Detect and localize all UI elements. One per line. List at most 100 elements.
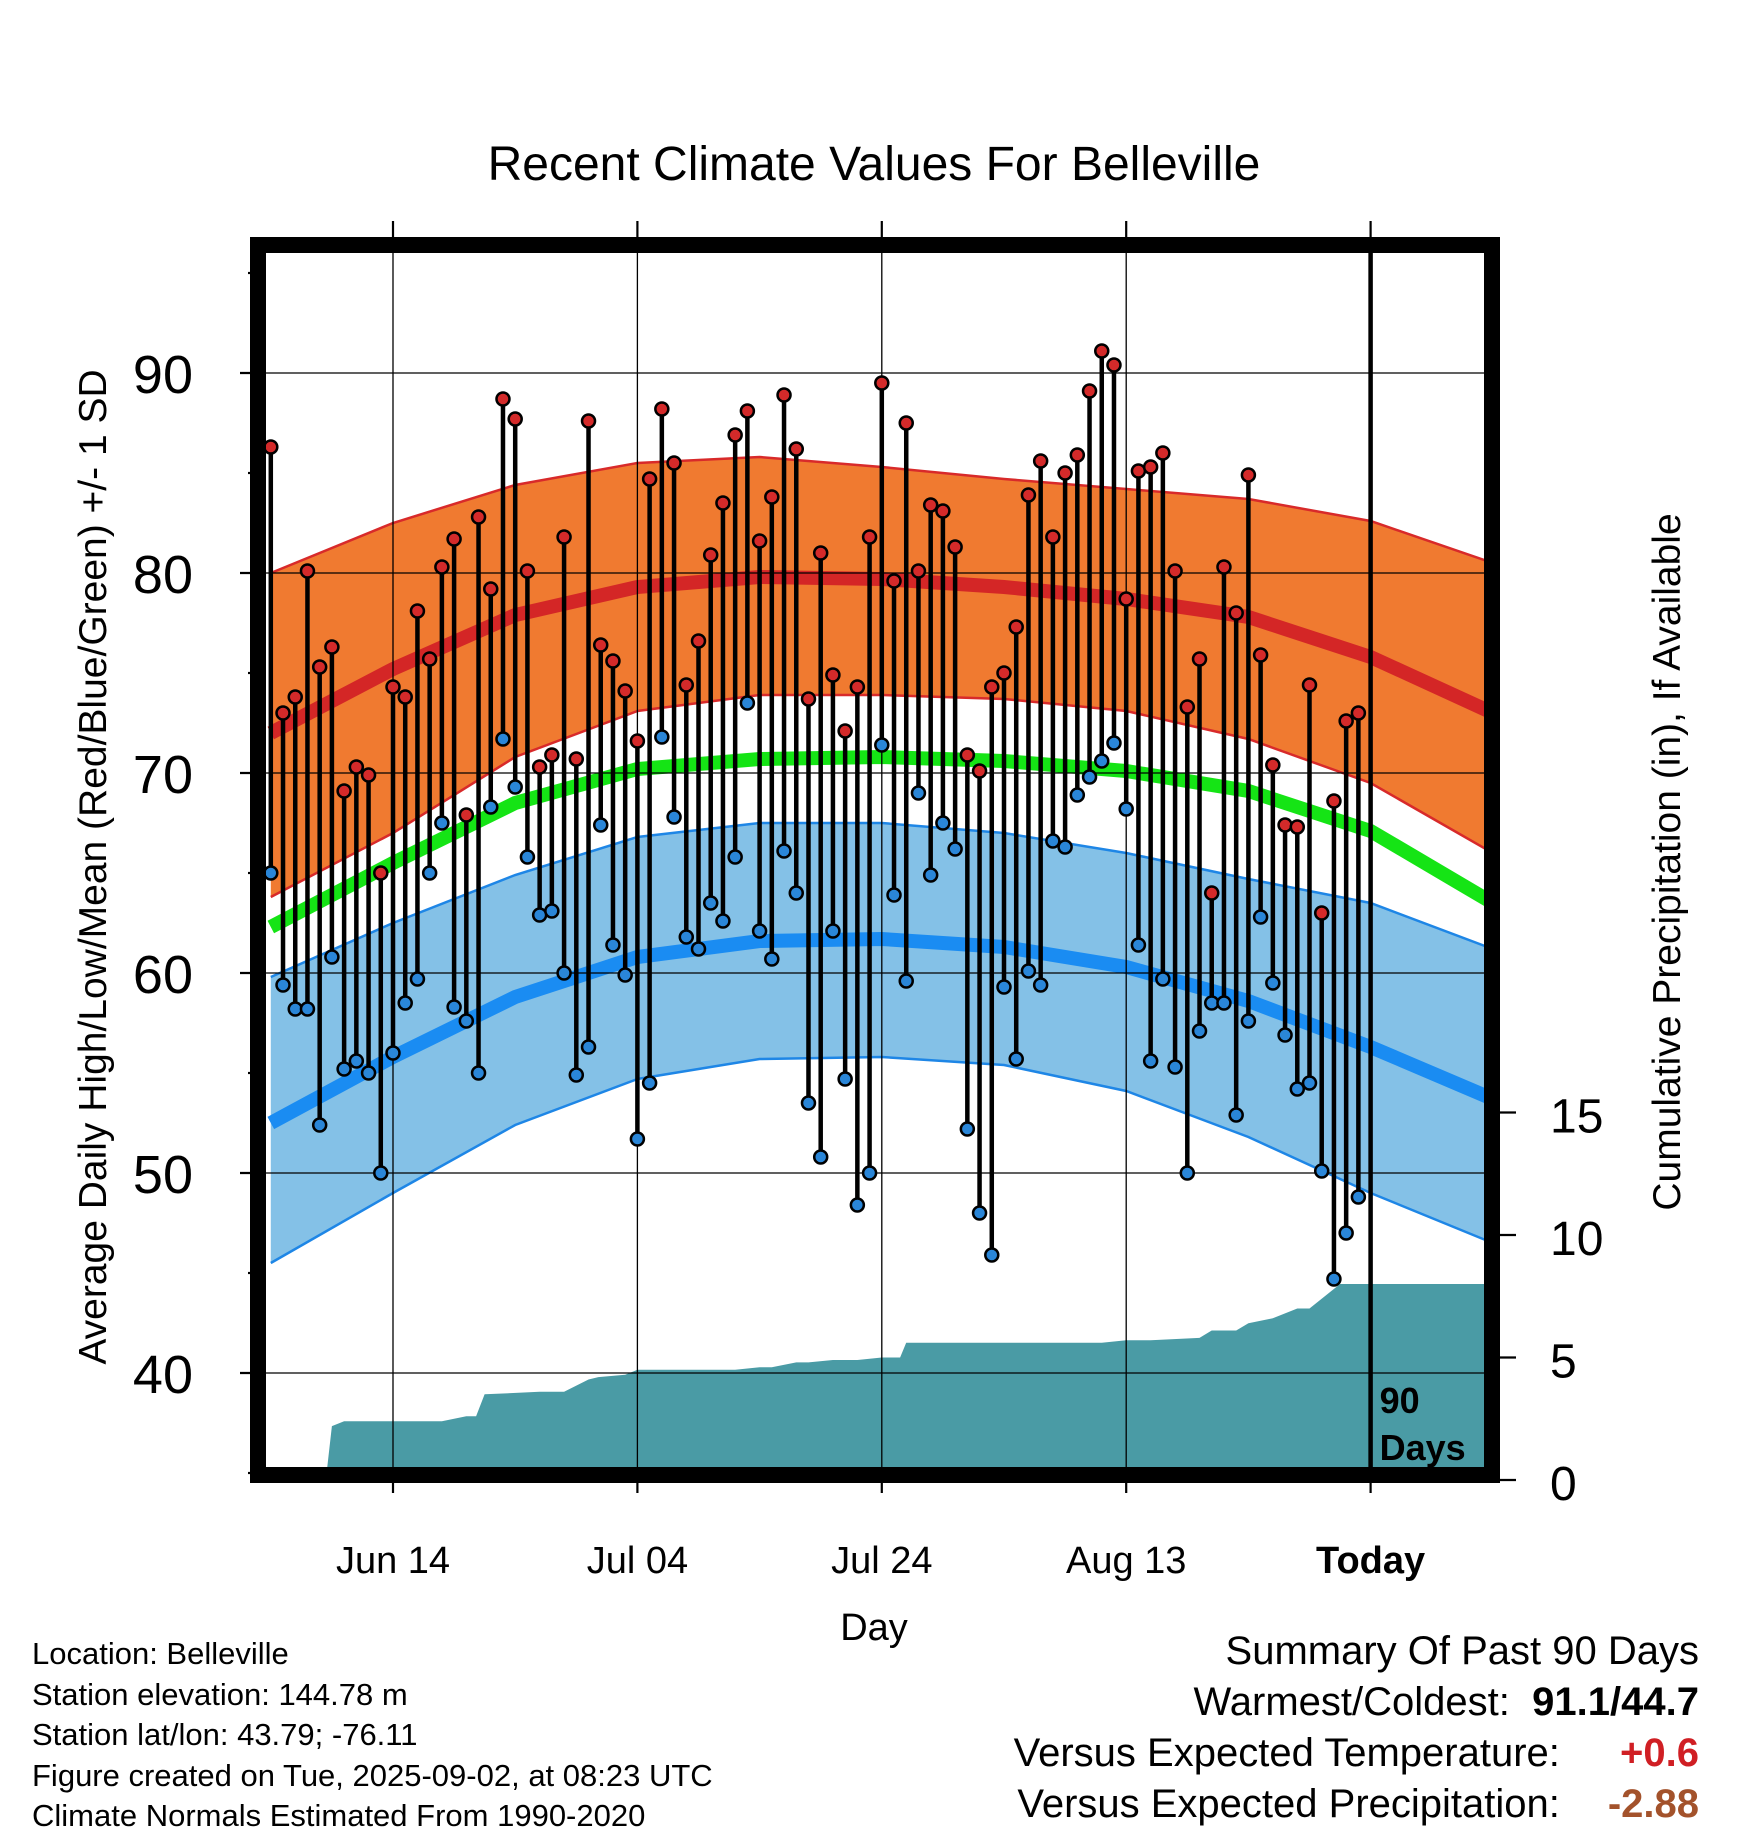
daily-low-point — [678, 929, 695, 945]
daily-low-point — [421, 865, 438, 881]
daily-low-point — [1265, 975, 1281, 991]
y2-tick-label: 15 — [1550, 1091, 1603, 1144]
daily-low-point — [495, 731, 511, 747]
daily-high-point — [1301, 677, 1318, 693]
daily-high-point — [812, 545, 829, 561]
summary-precipitation: Versus Expected Precipitation: -2.88 — [1014, 1779, 1699, 1830]
daily-high-point — [1350, 705, 1367, 721]
daily-low-point — [397, 995, 413, 1011]
daily-low-point — [1228, 1107, 1244, 1123]
daily-high-point — [1057, 465, 1073, 481]
daily-high-point — [1216, 559, 1232, 575]
daily-high-point — [690, 633, 707, 649]
daily-high-point — [1167, 563, 1183, 579]
daily-low-point — [1350, 1189, 1367, 1205]
daily-high-point — [470, 509, 487, 525]
daily-low-point — [1240, 1013, 1257, 1029]
daily-high-point — [861, 529, 878, 545]
daily-low-point — [544, 903, 560, 919]
daily-low-point — [874, 737, 890, 753]
x-axis-label: Day — [840, 1607, 908, 1649]
daily-high-point — [421, 651, 438, 667]
summary-temperature: Versus Expected Temperature: +0.6 — [1014, 1728, 1699, 1779]
daily-low-point — [324, 949, 340, 965]
daily-high-point — [1094, 343, 1110, 359]
daily-low-point — [446, 999, 462, 1015]
y2-axis-label: Cumulative Precipitation (in), If Availa… — [1646, 513, 1689, 1210]
daily-high-point — [629, 733, 646, 749]
daily-low-point — [727, 849, 743, 865]
daily-high-point — [360, 767, 377, 783]
y2-tick-label: 10 — [1550, 1213, 1603, 1266]
daily-low-point — [641, 1075, 658, 1091]
daily-low-point — [922, 867, 939, 883]
daily-low-point — [1313, 1163, 1330, 1179]
daily-high-point — [299, 563, 316, 579]
daily-low-point — [1167, 1059, 1183, 1075]
daily-low-point — [898, 973, 914, 989]
daily-high-point — [1338, 713, 1354, 729]
daily-high-point — [1240, 467, 1257, 483]
daily-low-point — [385, 1045, 401, 1061]
daily-high-point — [458, 807, 475, 823]
daily-low-point — [263, 865, 279, 881]
daily-low-point — [984, 1247, 1000, 1263]
daily-low-point — [1106, 735, 1122, 751]
daily-high-point — [446, 531, 462, 547]
precipitation-anomaly-value: -2.88 — [1607, 1782, 1699, 1826]
daily-high-point — [1118, 591, 1134, 607]
created-line: Figure created on Tue, 2025-09-02, at 08… — [32, 1757, 713, 1793]
plot-area — [258, 245, 1492, 1468]
daily-high-point — [849, 679, 866, 695]
daily-high-point — [348, 759, 365, 775]
elevation-line: Station elevation: 144.78 m — [32, 1676, 408, 1712]
daily-high-point — [654, 401, 670, 417]
daily-low-point — [1008, 1051, 1024, 1067]
x-tick-label: Aug 13 — [1066, 1540, 1186, 1582]
chart-title: Recent Climate Values For Belleville — [488, 138, 1261, 191]
daily-low-point — [971, 1205, 988, 1221]
daily-low-point — [519, 849, 536, 865]
daily-low-point — [1301, 1075, 1318, 1091]
daily-high-point — [409, 603, 426, 619]
daily-low-point — [629, 1131, 646, 1147]
daily-high-point — [947, 539, 963, 555]
daily-high-point — [592, 637, 609, 653]
daily-high-point — [1045, 529, 1061, 545]
daily-low-point — [849, 1197, 866, 1213]
daily-high-point — [922, 497, 939, 513]
daily-low-point — [947, 841, 963, 857]
daily-low-point — [910, 785, 927, 801]
daily-low-point — [959, 1121, 976, 1137]
daily-low-point — [654, 729, 670, 745]
daily-high-point — [702, 547, 719, 563]
y-tick-label: 70 — [133, 745, 193, 805]
daily-high-point — [959, 747, 976, 763]
normals-line: Climate Normals Estimated From 1990-2020 — [32, 1798, 646, 1833]
daily-low-point — [1155, 971, 1171, 987]
daily-low-point — [825, 923, 841, 939]
daily-low-point — [1057, 839, 1073, 855]
daily-high-point — [825, 667, 841, 683]
daily-high-point — [898, 415, 914, 431]
summary-title: Summary Of Past 90 Days — [1225, 1629, 1699, 1673]
summary-panel: Summary Of Past 90 Days Warmest/Coldest:… — [1014, 1626, 1699, 1830]
daily-low-point — [776, 843, 792, 859]
daily-high-point — [1155, 445, 1171, 461]
daily-low-point — [373, 1165, 389, 1181]
daily-high-point — [776, 387, 792, 403]
daily-low-point — [1045, 833, 1061, 849]
daily-high-point — [385, 679, 401, 695]
daily-low-point — [861, 1165, 878, 1181]
daily-high-point — [495, 391, 511, 407]
daily-high-point — [751, 533, 768, 549]
daily-high-point — [336, 783, 352, 799]
daily-high-point — [1179, 699, 1196, 715]
y-tick-label: 80 — [133, 545, 193, 605]
daily-high-point — [715, 495, 731, 511]
daily-low-point — [1326, 1271, 1342, 1287]
today-days-label: Days — [1380, 1427, 1466, 1468]
daily-low-point — [1252, 909, 1269, 925]
daily-low-point — [1130, 937, 1147, 953]
daily-high-point — [263, 439, 279, 455]
